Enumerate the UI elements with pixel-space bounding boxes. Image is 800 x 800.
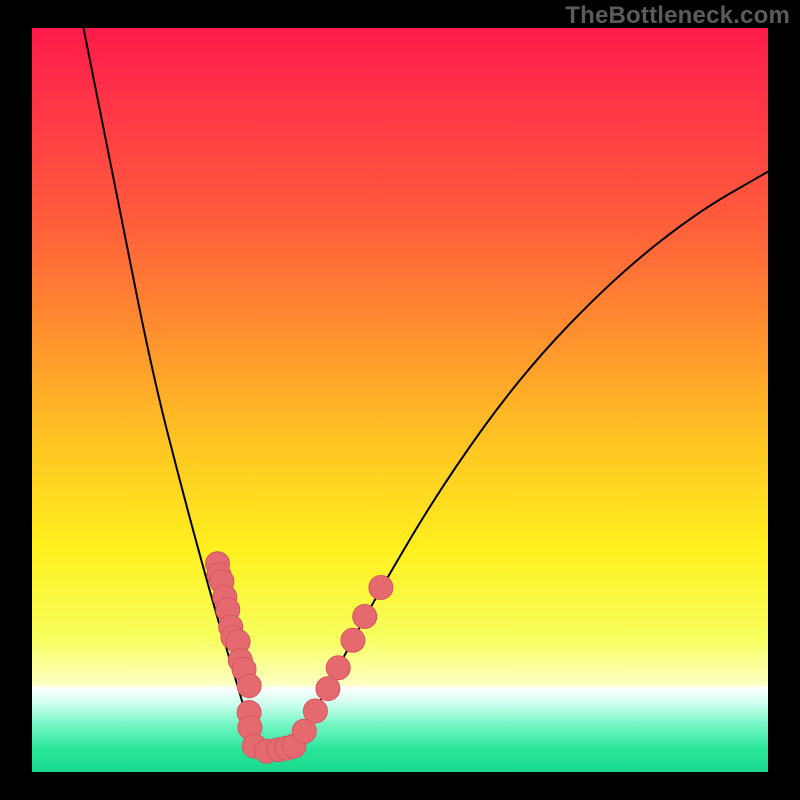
chart-stage: TheBottleneck.com xyxy=(0,0,800,800)
data-marker xyxy=(353,605,377,629)
plot-background xyxy=(32,28,768,772)
data-marker xyxy=(341,628,365,652)
watermark: TheBottleneck.com xyxy=(565,2,790,30)
data-marker xyxy=(326,656,350,680)
data-marker xyxy=(316,677,340,701)
data-marker xyxy=(303,699,327,723)
bottleneck-chart xyxy=(0,0,800,800)
data-marker xyxy=(369,576,393,600)
data-marker xyxy=(237,674,261,698)
